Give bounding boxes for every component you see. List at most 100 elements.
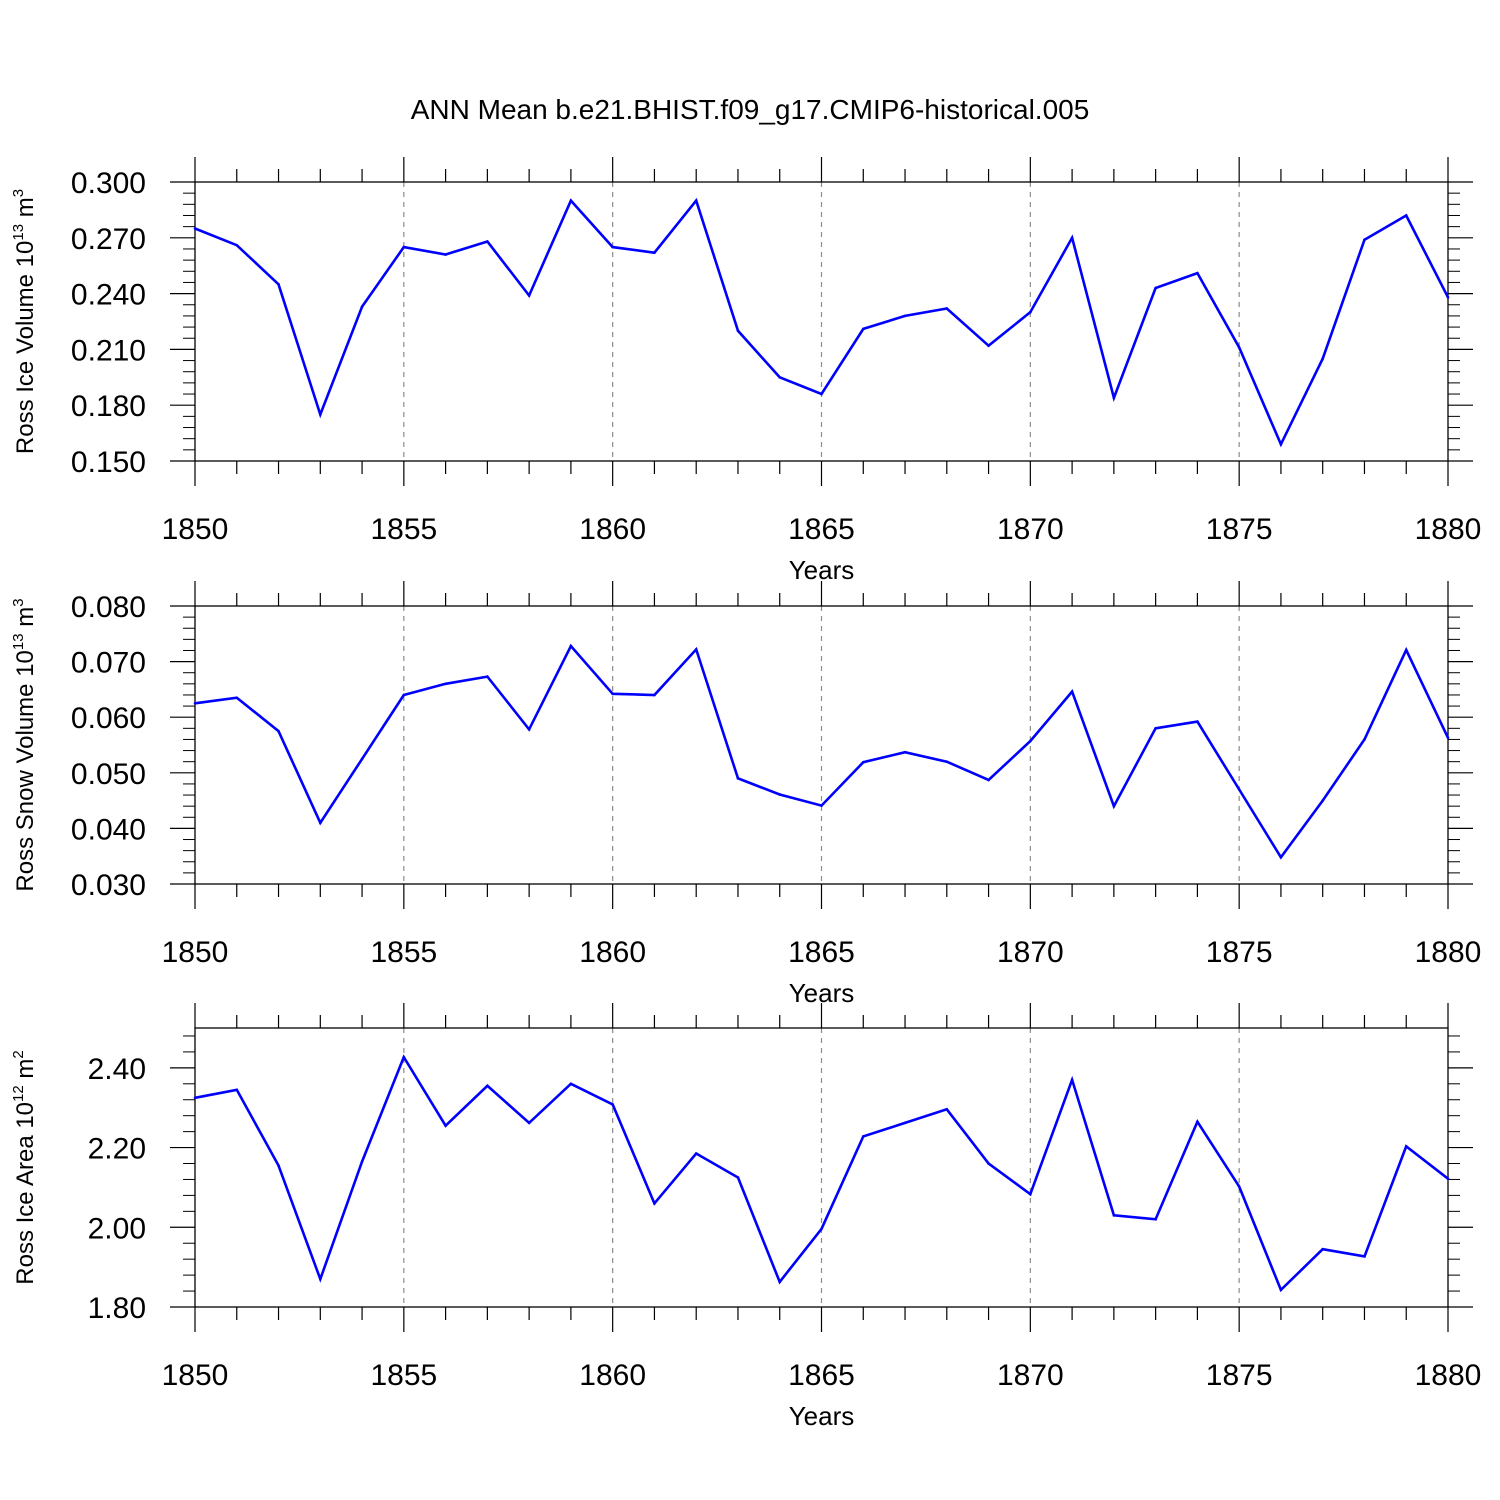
data-point [653, 251, 656, 254]
x-tick-label: 1880 [1415, 936, 1482, 969]
data-point [319, 413, 322, 416]
data-point [527, 728, 531, 731]
data-point [402, 245, 406, 249]
data-point [1029, 739, 1032, 743]
data-point [1404, 648, 1408, 652]
y-axis-label-superscript: 3 [10, 598, 27, 606]
x-tick-label: 1865 [788, 513, 855, 546]
y-tick-label: 0.080 [71, 591, 146, 624]
data-point [1321, 799, 1324, 802]
data-point [1446, 296, 1450, 299]
data-point [277, 729, 280, 733]
data-point [1112, 1214, 1116, 1217]
y-axis-label-superscript: 12 [10, 1085, 27, 1102]
y-axis-label-superscript: 3 [10, 189, 27, 197]
y-axis-label-part: Ross Snow Volume 10 [12, 650, 39, 891]
data-point [861, 760, 865, 764]
data-point [235, 1088, 239, 1092]
data-point [945, 760, 949, 763]
data-point [1363, 738, 1366, 741]
x-tick-label: 1875 [1206, 936, 1273, 969]
y-tick-label: 0.180 [71, 390, 146, 423]
data-point [1154, 286, 1157, 290]
data-point [402, 1055, 406, 1059]
data-point [235, 243, 239, 247]
data-point [193, 702, 197, 705]
data-point [319, 821, 322, 825]
data-point [1029, 1192, 1032, 1196]
data-point [1321, 357, 1324, 361]
data-point [1404, 1145, 1408, 1148]
data-point [486, 675, 489, 678]
y-tick-label: 0.050 [71, 758, 146, 791]
data-point [611, 245, 614, 249]
data-point [277, 1164, 280, 1167]
x-tick-label: 1850 [162, 1359, 229, 1392]
data-point [778, 376, 782, 379]
x-tick-label: 1870 [997, 936, 1064, 969]
data-point [527, 294, 531, 297]
x-tick-label: 1860 [579, 1359, 646, 1392]
y-tick-label: 0.070 [71, 647, 146, 680]
data-point [1070, 1078, 1074, 1082]
data-point [945, 1108, 949, 1111]
data-point [861, 327, 865, 331]
data-point [987, 1162, 990, 1165]
data-point [319, 1277, 322, 1281]
y-tick-label: 0.240 [71, 279, 146, 312]
data-point [903, 314, 907, 318]
data-point [1446, 736, 1450, 740]
data-point [235, 696, 239, 700]
x-tick-label: 1880 [1415, 513, 1482, 546]
y-tick-label: 0.060 [71, 702, 146, 735]
data-point [820, 804, 823, 807]
data-point [569, 199, 573, 202]
x-tick-label: 1860 [579, 513, 646, 546]
y-axis-label-part: Ross Ice Area 10 [12, 1102, 39, 1285]
data-point [1196, 271, 1199, 275]
data-point [1446, 1177, 1450, 1180]
y-tick-label: 2.00 [88, 1212, 146, 1245]
data-point [1196, 1120, 1199, 1123]
panel-3: 1.80 2.00 2.20 2.40 1850 1855 1860 1865 1870 1875… [10, 1003, 1481, 1431]
y-tick-label: 0.210 [71, 334, 146, 367]
data-point [694, 1152, 698, 1155]
x-tick-label: 1875 [1206, 513, 1273, 546]
x-tick-label: 1865 [788, 936, 855, 969]
data-point [945, 307, 949, 310]
x-tick-label: 1870 [997, 513, 1064, 546]
data-point [569, 1082, 573, 1086]
x-tick-label: 1880 [1415, 1359, 1482, 1392]
data-point [611, 692, 614, 696]
y-tick-label: 0.150 [71, 446, 146, 479]
data-point [1237, 788, 1241, 791]
x-axis-label: Years [789, 1401, 855, 1431]
data-point [820, 1227, 823, 1231]
data-point [1404, 214, 1408, 217]
y-tick-label: 0.300 [71, 167, 146, 200]
data-point [1112, 804, 1116, 808]
data-point [193, 1096, 197, 1100]
y-axis-label-superscript: 13 [10, 633, 27, 650]
data-point [486, 1084, 489, 1088]
x-tick-label: 1850 [162, 513, 229, 546]
x-tick-label: 1865 [788, 1359, 855, 1392]
data-point [1237, 1185, 1241, 1188]
y-tick-label: 0.040 [71, 813, 146, 846]
chart-title: ANN Mean b.e21.BHIST.f09_g17.CMIP6-histo… [411, 94, 1090, 125]
data-point [653, 693, 656, 697]
x-tick-label: 1875 [1206, 1359, 1273, 1392]
data-point [1112, 396, 1116, 400]
data-point [694, 199, 698, 202]
y-axis-label-part: m [12, 1059, 39, 1086]
y-axis-label-superscript: 13 [10, 224, 27, 241]
x-tick-label: 1855 [370, 513, 437, 546]
data-point [1321, 1247, 1324, 1251]
data-point [1363, 238, 1366, 241]
data-point [402, 693, 406, 697]
panel-1: 0.150 0.180 0.210 0.240 0.270 0.300 1850 1855 18… [10, 157, 1481, 585]
x-axis-label: Years [789, 555, 855, 585]
data-point [1237, 346, 1241, 349]
x-tick-label: 1870 [997, 1359, 1064, 1392]
